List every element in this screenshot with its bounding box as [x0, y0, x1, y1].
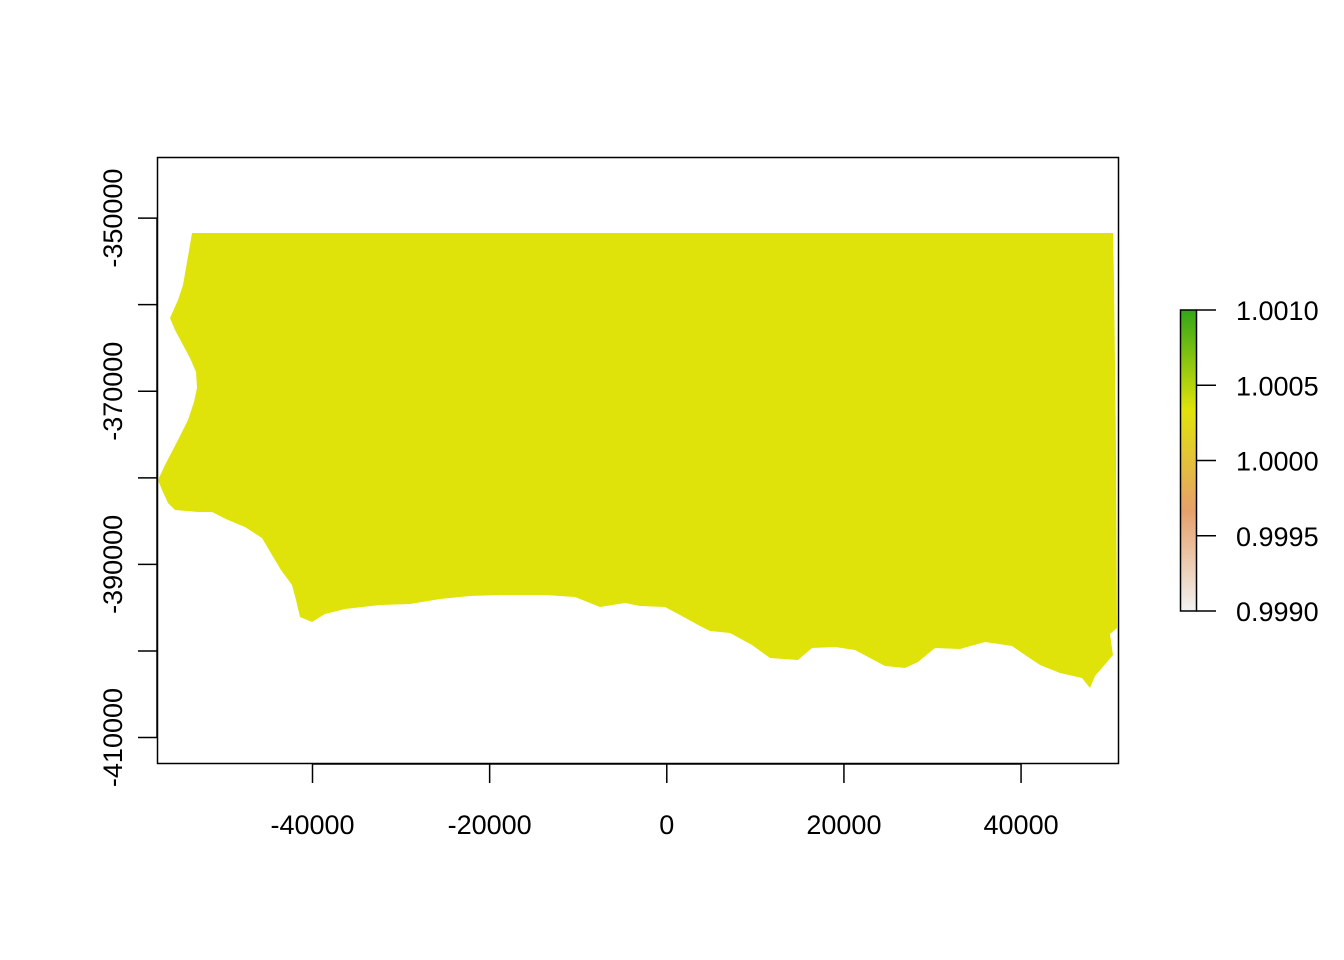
legend-tick-label: 1.0005 [1236, 371, 1319, 401]
y-tick-label: -370000 [98, 342, 128, 441]
legend-tick-label: 1.0010 [1236, 296, 1319, 326]
y-tick-label: -390000 [98, 515, 128, 614]
legend-color-bar [1179, 309, 1198, 612]
legend-tick-label: 1.0000 [1236, 447, 1319, 477]
x-tick-label: -20000 [448, 810, 532, 840]
y-tick-label: -410000 [98, 688, 128, 787]
x-tick-label: 40000 [984, 810, 1059, 840]
y-tick-label: -350000 [98, 169, 128, 268]
color-legend: 0.9990 0.9995 1.0000 1.0005 1.0010 [1179, 296, 1319, 627]
x-tick-label: 0 [659, 810, 674, 840]
x-tick-label: -40000 [270, 810, 354, 840]
x-tick-label: 20000 [806, 810, 881, 840]
y-axis: -350000 -370000 -390000 -410000 [98, 169, 158, 787]
raster-land-area [158, 233, 1117, 688]
x-axis: -40000 -20000 0 20000 40000 [270, 763, 1059, 840]
legend-tick-label: 0.9990 [1236, 597, 1319, 627]
legend-tick-label: 0.9995 [1236, 522, 1319, 552]
